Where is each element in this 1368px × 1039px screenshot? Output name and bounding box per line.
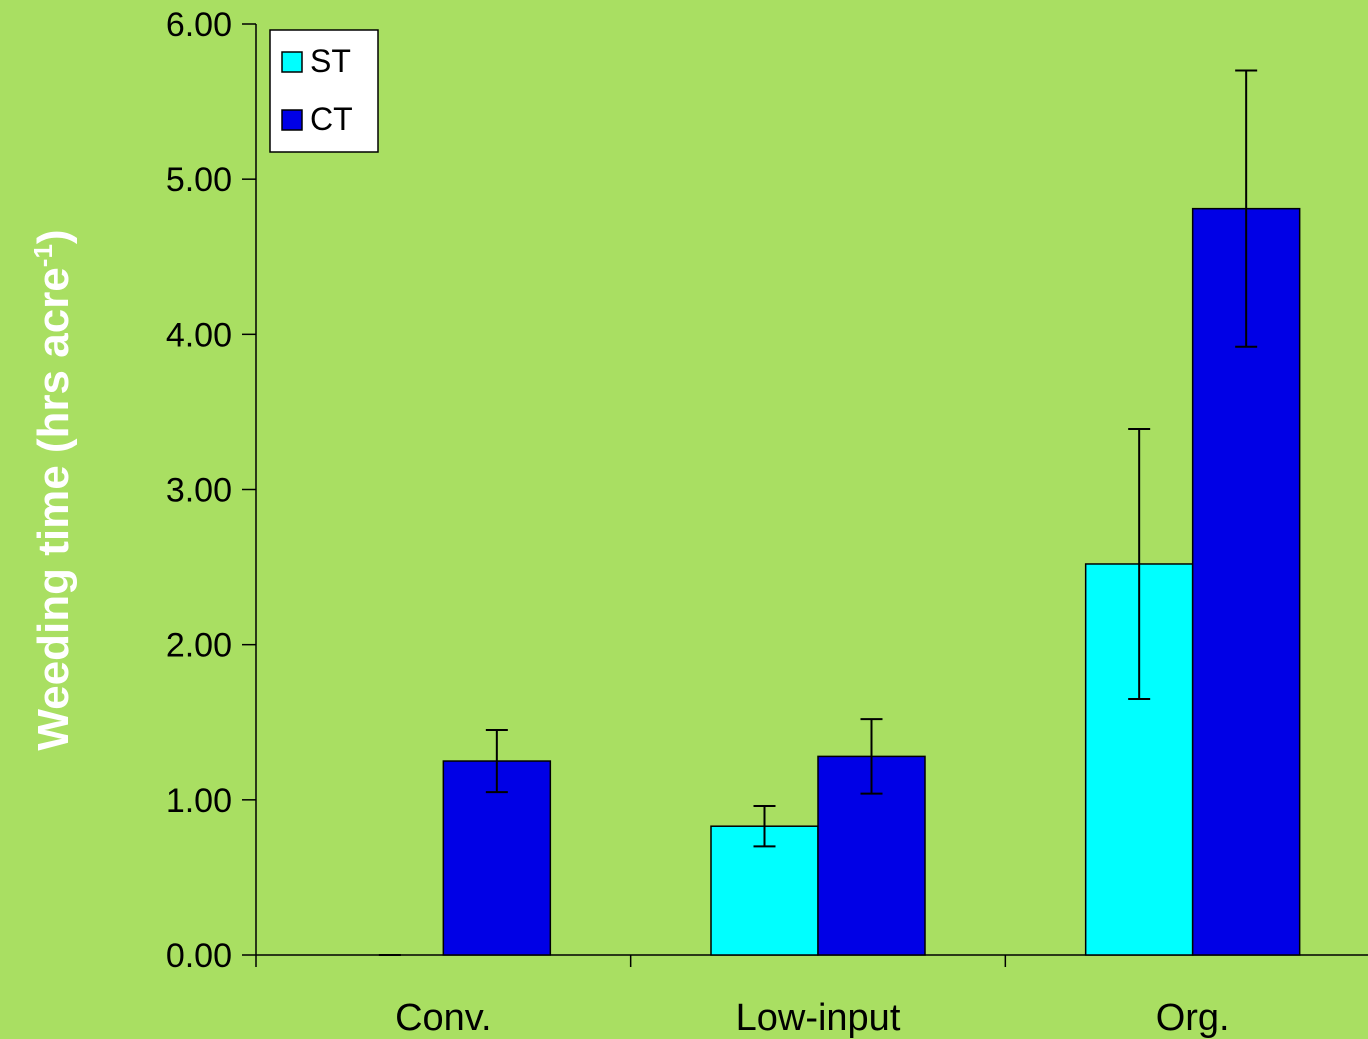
y-axis-label-close: ) bbox=[29, 229, 78, 244]
y-tick-label: 5.00 bbox=[166, 161, 232, 199]
y-axis-title: Weeding time (hrs acre-1) bbox=[28, 229, 78, 750]
y-ticks: 0.00 1.00 2.00 3.00 4.00 5.00 6.00 bbox=[166, 6, 256, 975]
y-tick-label: 2.00 bbox=[166, 627, 232, 665]
bars bbox=[442, 207, 1301, 956]
x-tick-label: Org. bbox=[1156, 997, 1230, 1039]
legend-label-st: ST bbox=[310, 43, 351, 79]
y-tick-label: 1.00 bbox=[166, 782, 232, 820]
legend-swatch-ct bbox=[281, 109, 303, 131]
x-tick-label: Conv. bbox=[395, 997, 491, 1039]
x-tick-labels: Conv. Low-input Org. bbox=[395, 997, 1230, 1039]
legend-label-ct: CT bbox=[310, 101, 353, 137]
legend-swatch-st bbox=[281, 51, 303, 73]
y-axis-label: Weeding time (hrs acre-1) bbox=[28, 229, 78, 750]
error-bars bbox=[378, 69, 1258, 956]
x-tick-label: Low-input bbox=[736, 997, 901, 1039]
y-axis-label-superscript: -1 bbox=[28, 244, 58, 267]
y-axis-label-main: Weeding time (hrs acre bbox=[29, 267, 78, 750]
y-tick-label: 6.00 bbox=[166, 6, 232, 44]
bar-ct-1 bbox=[442, 760, 552, 956]
y-tick-label: 0.00 bbox=[166, 937, 232, 975]
y-tick-label: 3.00 bbox=[166, 472, 232, 510]
legend: ST CT bbox=[269, 29, 379, 153]
legend-box bbox=[269, 29, 379, 153]
y-tick-label: 4.00 bbox=[166, 316, 232, 354]
